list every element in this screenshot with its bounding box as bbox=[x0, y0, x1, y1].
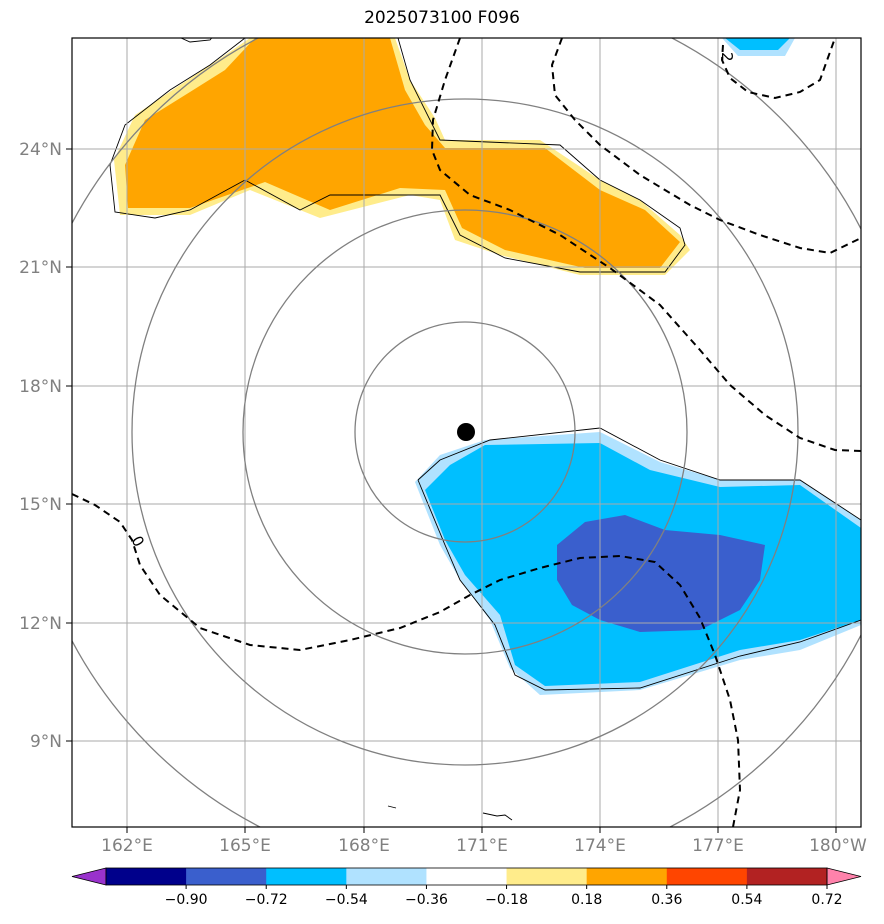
colorbar-segment bbox=[666, 868, 748, 885]
lat-label-15n: 15°N bbox=[19, 495, 62, 515]
colorbar-segment bbox=[186, 868, 267, 885]
colorbar-segment bbox=[106, 868, 187, 885]
lat-label-18n: 18°N bbox=[19, 377, 62, 397]
colorbar-tick-label: −0.36 bbox=[405, 892, 448, 908]
colorbar-extend-min bbox=[71, 867, 107, 886]
storm-center-marker bbox=[457, 423, 475, 441]
colorbar-tick-label: 0.54 bbox=[731, 892, 762, 908]
lon-label-162e: 162°E bbox=[101, 836, 153, 856]
colorbar-tick-label: −0.18 bbox=[485, 892, 528, 908]
longitude-labels: 162°E 165°E 168°E 171°E 174°E 177°E 180°… bbox=[101, 836, 867, 856]
colorbar-tick-label: 0.18 bbox=[571, 892, 602, 908]
colorbar-tick-label: −0.90 bbox=[165, 892, 208, 908]
lat-label-9n: 9°N bbox=[30, 732, 62, 752]
range-ring-3 bbox=[131, 98, 799, 766]
lon-label-180w: 180°W bbox=[809, 836, 867, 856]
negative-anomaly-top bbox=[722, 38, 795, 56]
colorbar-outline bbox=[105, 867, 828, 886]
colorbar-tick-label: 0.36 bbox=[651, 892, 682, 908]
dashed-contours bbox=[72, 38, 861, 827]
contour-label-2: 2 bbox=[718, 52, 736, 62]
plot-title: 2025073100 F096 bbox=[364, 8, 520, 28]
positive-anomaly-region bbox=[114, 38, 690, 275]
map-frame bbox=[71, 37, 862, 828]
range-ring-1 bbox=[354, 321, 576, 543]
colorbar-segment bbox=[266, 868, 347, 885]
colorbar-labels: −0.90 −0.72 −0.54 −0.36 −0.18 0.18 0.36 0.54 0.7… bbox=[165, 885, 843, 908]
lon-label-177e: 177°E bbox=[692, 836, 744, 856]
colorbar-tick-label: −0.72 bbox=[245, 892, 288, 908]
colorbar-tick-label: 0.72 bbox=[811, 892, 842, 908]
map-content bbox=[72, 38, 861, 827]
lon-label-165e: 165°E bbox=[219, 836, 271, 856]
anomaly-outlines bbox=[109, 38, 861, 821]
colorbar-tick-label: −0.54 bbox=[325, 892, 368, 908]
colorbar-segment bbox=[746, 868, 828, 885]
colorbar-segment bbox=[426, 868, 508, 885]
colorbar-segment bbox=[586, 868, 668, 885]
lat-label-24n: 24°N bbox=[19, 140, 62, 160]
colorbar-segment bbox=[346, 868, 427, 885]
colorbar-extend-max bbox=[826, 867, 862, 886]
range-ring-2 bbox=[242, 209, 688, 655]
axis-ticks bbox=[66, 148, 837, 833]
lon-label-171e: 171°E bbox=[456, 836, 508, 856]
latitude-labels: 24°N 21°N 18°N 15°N 12°N 9°N bbox=[19, 140, 62, 752]
range-rings bbox=[72, 38, 861, 827]
colorbar-segments bbox=[71, 867, 862, 886]
lon-label-168e: 168°E bbox=[338, 836, 390, 856]
colorbar: −0.90 −0.72 −0.54 −0.36 −0.18 0.18 0.36 0.54 0.7… bbox=[71, 867, 862, 908]
lat-label-21n: 21°N bbox=[19, 258, 62, 278]
lon-label-174e: 174°E bbox=[574, 836, 626, 856]
colorbar-segment bbox=[506, 868, 588, 885]
graticule bbox=[72, 38, 861, 827]
lat-label-12n: 12°N bbox=[19, 614, 62, 634]
